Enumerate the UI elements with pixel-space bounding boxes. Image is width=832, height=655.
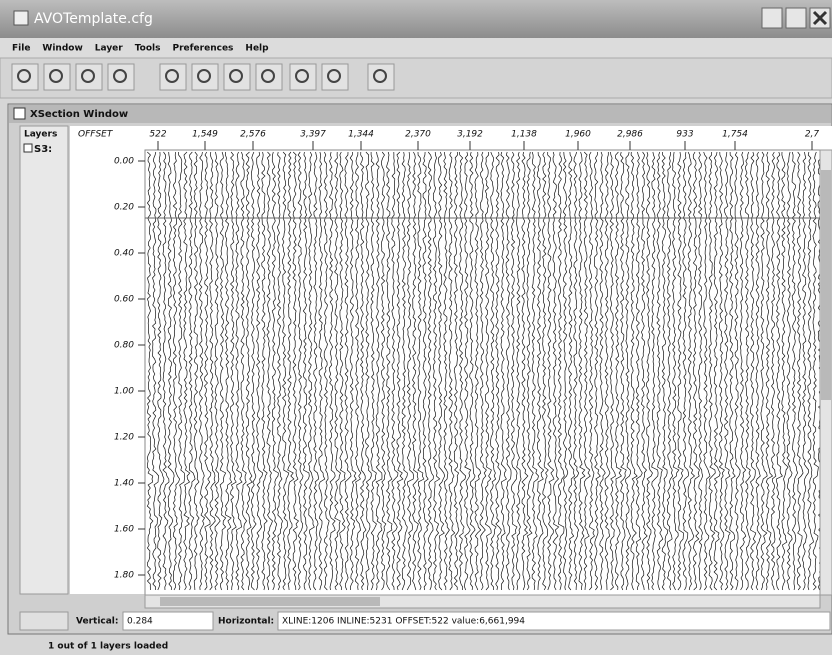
window-icon <box>14 108 25 119</box>
menu-item[interactable]: Window <box>42 44 82 54</box>
toolbar-button[interactable] <box>108 64 134 90</box>
offset-tick-label: 1,549 <box>192 130 218 140</box>
offset-tick-label: 2,7 <box>805 130 820 140</box>
horizontal-label: Horizontal: <box>218 617 274 627</box>
layers-panel <box>20 126 68 594</box>
offset-label: OFFSET <box>78 130 114 140</box>
time-tick-label: 0.00 <box>114 157 134 167</box>
offset-tick-label: 2,576 <box>240 130 266 140</box>
time-tick-label: 1.60 <box>114 525 134 535</box>
time-tick-label: 1.20 <box>114 433 134 443</box>
layers-label: Layers <box>24 130 57 140</box>
offset-tick-label: 3,397 <box>300 130 326 140</box>
maximize-button[interactable] <box>786 8 806 28</box>
menu-item[interactable]: File <box>12 44 30 54</box>
toolbar-button[interactable] <box>224 64 250 90</box>
offset-tick-label: 1,138 <box>511 130 537 140</box>
time-tick-label: 1.00 <box>114 387 134 397</box>
menu: File Window Layer Tools Preferences Help <box>12 44 269 54</box>
xsection-title: XSection Window <box>30 109 128 120</box>
toolbar-button[interactable] <box>12 64 38 90</box>
toolbar-button[interactable] <box>256 64 282 90</box>
offset-tick-label: 2,986 <box>617 130 643 140</box>
offset-tick-label: 2,370 <box>405 130 431 140</box>
horizontal-scroll-thumb[interactable] <box>160 597 380 606</box>
xsection-title-bar <box>9 105 831 123</box>
menu-item[interactable]: Tools <box>135 44 161 54</box>
app-icon <box>14 11 28 25</box>
offset-tick-label: 522 <box>149 130 166 140</box>
offset-tick-label: 3,192 <box>457 130 483 140</box>
offset-tick-label: 1,960 <box>565 130 591 140</box>
toolbar-button[interactable] <box>290 64 316 90</box>
time-tick-label: 1.80 <box>114 571 134 581</box>
offset-tick-label: 1,754 <box>722 130 748 140</box>
page: {"window": {"title": "AVOTemplate.cfg"},… <box>0 0 832 655</box>
toolbar-button[interactable] <box>192 64 218 90</box>
layer-nav-buttons[interactable] <box>20 612 68 630</box>
menu-item[interactable]: Preferences <box>173 44 234 54</box>
vertical-scroll-thumb[interactable] <box>821 170 831 400</box>
screen: AVOTemplate.cfg File Window Layer Tools Pref… <box>0 0 832 655</box>
time-tick-label: 0.40 <box>114 249 134 259</box>
time-tick-label: 0.60 <box>114 295 134 305</box>
time-tick-label: 0.80 <box>114 341 134 351</box>
window-title: AVOTemplate.cfg <box>34 11 153 27</box>
layer-name[interactable]: S3: <box>34 144 52 155</box>
toolbar-button[interactable] <box>76 64 102 90</box>
toolbar-button[interactable] <box>322 64 348 90</box>
toolbar-button[interactable] <box>44 64 70 90</box>
time-tick-label: 0.20 <box>114 203 134 213</box>
vertical-value: 0.284 <box>127 617 153 627</box>
time-tick-label: 1.40 <box>114 479 134 489</box>
menu-bar <box>0 38 832 58</box>
offset-tick-label: 933 <box>676 130 693 140</box>
toolbar-button[interactable] <box>160 64 186 90</box>
offset-tick-label: 1,344 <box>348 130 374 140</box>
layer-checkbox[interactable] <box>24 144 32 152</box>
toolbar-buttons <box>12 64 394 90</box>
minimize-button[interactable] <box>762 8 782 28</box>
status-message: 1 out of 1 layers loaded <box>48 642 168 652</box>
vertical-label: Vertical: <box>76 617 119 627</box>
horizontal-value: XLINE:1206 INLINE:5231 OFFSET:522 value:… <box>282 617 525 627</box>
toolbar-button[interactable] <box>368 64 394 90</box>
menu-item[interactable]: Help <box>245 44 269 54</box>
menu-item[interactable]: Layer <box>95 44 124 54</box>
